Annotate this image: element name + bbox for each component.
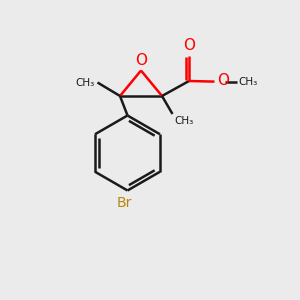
Text: CH₃: CH₃ [76,77,95,88]
Text: CH₃: CH₃ [174,116,193,125]
Text: Br: Br [117,196,132,210]
Text: O: O [135,53,147,68]
Text: O: O [183,38,195,53]
Text: O: O [217,73,229,88]
Text: CH₃: CH₃ [238,76,258,87]
